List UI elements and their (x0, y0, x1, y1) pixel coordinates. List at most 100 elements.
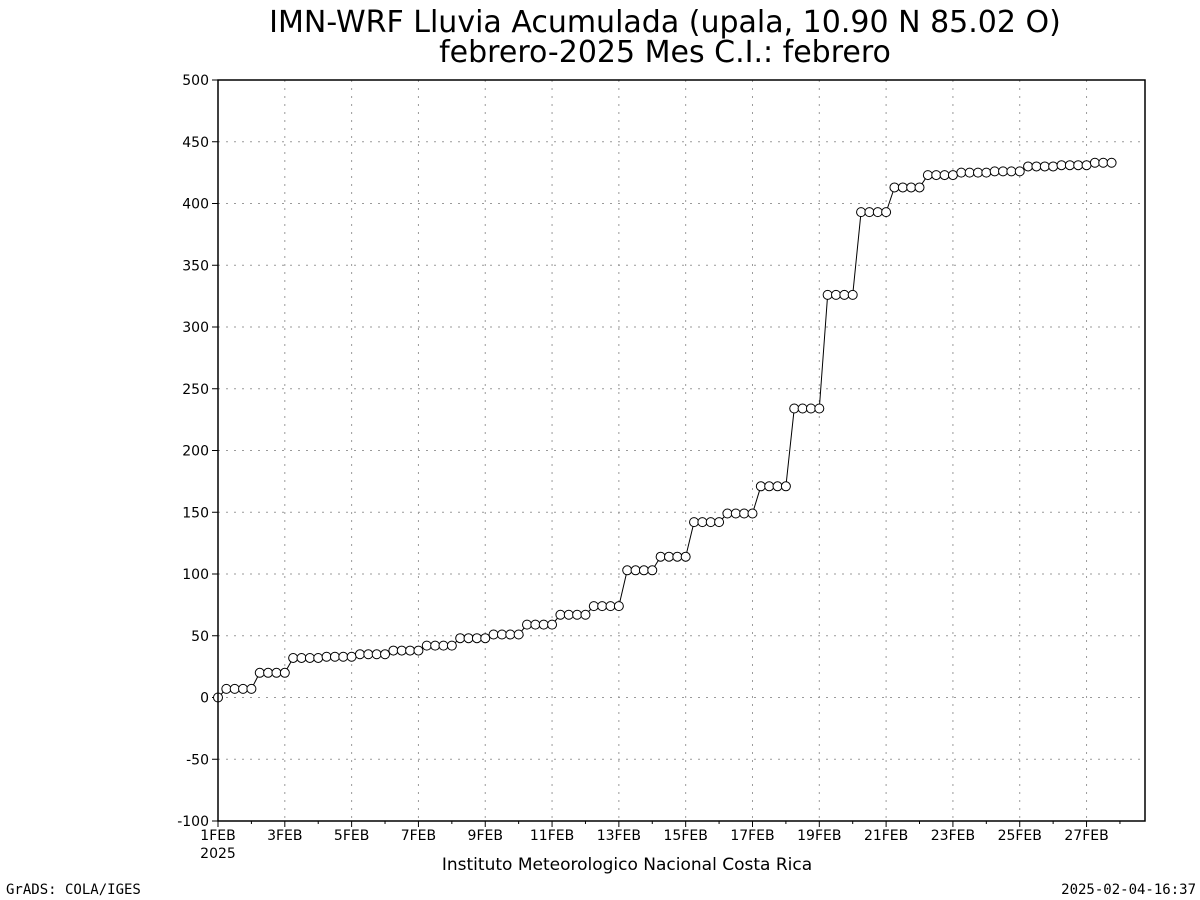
x-tick-label: 25FEB (998, 828, 1042, 844)
data-point (388, 645, 399, 656)
data-point (380, 649, 391, 660)
data-point (772, 481, 783, 492)
data-point (981, 167, 992, 178)
data-point (405, 645, 416, 656)
grads-credit: GrADS: COLA/IGES (6, 882, 141, 898)
data-point (1048, 161, 1059, 172)
y-tick-label: 400 (182, 197, 209, 213)
data-point (672, 551, 683, 562)
data-point (697, 517, 708, 528)
data-point (238, 683, 249, 694)
data-point (313, 652, 324, 663)
data-point (680, 551, 691, 562)
x-tick-label: 5FEB (334, 828, 369, 844)
data-point (1014, 166, 1025, 177)
data-point (630, 565, 641, 576)
data-point (597, 601, 608, 612)
data-point (797, 403, 808, 414)
data-point (572, 609, 583, 620)
data-point (346, 651, 357, 662)
data-point (463, 633, 474, 644)
data-point (471, 633, 482, 644)
data-point (972, 167, 983, 178)
x-tick-label: 3FEB (267, 828, 302, 844)
data-point (1089, 157, 1100, 168)
data-point (856, 207, 867, 218)
data-point (513, 629, 524, 640)
data-point (814, 403, 825, 414)
data-point (714, 517, 725, 528)
chart-title-line1: IMN-WRF Lluvia Acumulada (upala, 10.90 N… (269, 5, 1061, 40)
data-point (947, 170, 958, 181)
y-tick-label: 0 (200, 691, 209, 707)
y-tick-label: -100 (177, 814, 209, 830)
x-tick-label: 11FEB (530, 828, 574, 844)
data-point (321, 651, 332, 662)
data-point (638, 565, 649, 576)
data-point (329, 651, 340, 662)
data-point (705, 517, 716, 528)
data-point (655, 551, 666, 562)
x-year-label: 2025 (200, 846, 236, 862)
data-point (605, 601, 616, 612)
data-point (413, 645, 424, 656)
data-point (430, 640, 441, 651)
data-point (1039, 161, 1050, 172)
data-point (396, 645, 407, 656)
data-point (354, 649, 365, 660)
data-point (530, 619, 541, 630)
institution-credit: Instituto Meteorologico Nacional Costa R… (442, 855, 812, 875)
y-tick-label: -50 (186, 752, 209, 768)
data-point (279, 667, 290, 678)
data-point (288, 652, 299, 663)
data-point (663, 551, 674, 562)
data-point (922, 170, 933, 181)
data-point (805, 403, 816, 414)
data-point (446, 640, 457, 651)
data-point (789, 403, 800, 414)
x-axis: 1FEB 3FEB 5FEB 7FEB 9FEB 11FEB 13FEB 15FEB 17FEB… (200, 821, 1121, 862)
x-tick-label: 13FEB (597, 828, 641, 844)
data-point (538, 619, 549, 630)
data-point (363, 649, 374, 660)
data-point (1031, 161, 1042, 172)
data-point (864, 207, 875, 218)
data-point (722, 508, 733, 519)
data-point (455, 633, 466, 644)
data-point (421, 640, 432, 651)
data-point (1073, 160, 1084, 171)
data-point (563, 609, 574, 620)
data-point (822, 289, 833, 300)
data-point (931, 170, 942, 181)
data-point (547, 619, 558, 630)
data-point (839, 289, 850, 300)
data-point (689, 517, 700, 528)
data-point (555, 609, 566, 620)
data-point (881, 207, 892, 218)
data-point (254, 667, 265, 678)
y-tick-label: 500 (182, 73, 209, 89)
data-point (480, 633, 491, 644)
x-tick-label: 7FEB (401, 828, 436, 844)
chart-title-line2: febrero-2025 Mes C.I.: febrero (439, 35, 891, 70)
data-point (906, 182, 917, 193)
data-point (914, 182, 925, 193)
data-point (1006, 166, 1017, 177)
data-point (847, 289, 858, 300)
data-point (622, 565, 633, 576)
data-point (739, 508, 750, 519)
series-accumulated-rain (213, 157, 1117, 703)
render-timestamp: 2025-02-04-16:37 (1061, 882, 1196, 898)
data-point (764, 481, 775, 492)
data-point (747, 508, 758, 519)
data-point (588, 601, 599, 612)
y-tick-label: 200 (182, 444, 209, 460)
y-axis: -100 -50 0 50 100 150 200 250 300 350 400 450 500 (177, 73, 218, 830)
data-point (613, 601, 624, 612)
x-tick-label: 9FEB (468, 828, 503, 844)
data-point (647, 565, 658, 576)
data-point (1081, 160, 1092, 171)
data-point (755, 481, 766, 492)
grid-lines (218, 80, 1145, 821)
